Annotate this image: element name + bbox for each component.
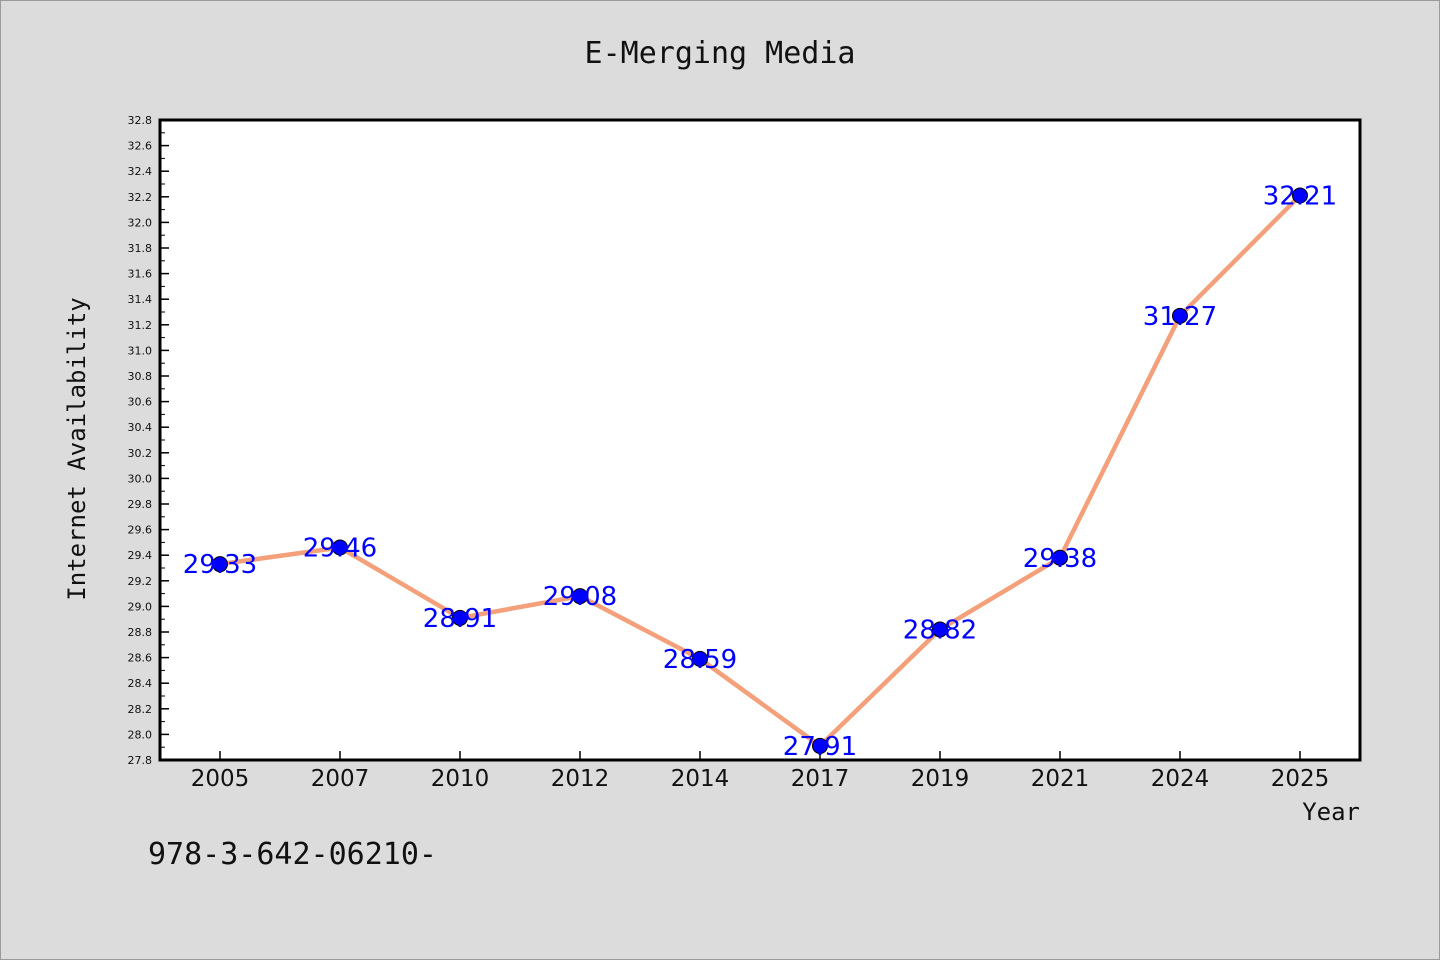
data-point (692, 650, 708, 667)
y-tick-label: 31.0 (128, 344, 153, 357)
data-point (332, 539, 348, 556)
y-tick-label: 32.6 (128, 140, 153, 153)
y-tick-label: 29.0 (128, 600, 153, 613)
y-tick-label: 30.4 (128, 421, 153, 434)
data-label: 32.21 (1263, 182, 1337, 212)
y-tick-label: 29.4 (128, 549, 153, 562)
plot-area (158, 118, 1362, 762)
y-tick-label: 29.8 (128, 498, 153, 511)
data-label: 31.27 (1143, 302, 1217, 332)
x-tick-label: 2025 (1271, 766, 1330, 792)
series-group (212, 187, 1308, 754)
y-tick-label: 32.4 (128, 165, 153, 178)
data-label: 29.46 (303, 534, 377, 564)
data-label: 27.91 (783, 732, 857, 762)
y-tick-label: 31.6 (128, 268, 153, 281)
y-tick-label: 31.4 (128, 293, 153, 306)
data-point (932, 621, 948, 638)
y-tick-label: 27.8 (128, 754, 153, 767)
x-tick-label: 2014 (671, 766, 730, 792)
data-label: 28.59 (663, 645, 737, 675)
y-tick-label: 28.8 (128, 626, 153, 639)
y-tick-label: 28.2 (128, 703, 153, 716)
data-labels-group: 29.33 29.46 28.91 29.08 28.59 27.91 28.82 29.38… (183, 182, 1337, 762)
data-point (812, 737, 828, 754)
y-tick-label: 28.0 (128, 728, 153, 741)
data-label: 28.91 (423, 604, 497, 634)
x-tick-label: 2010 (431, 766, 490, 792)
y-tick-label: 30.6 (128, 396, 153, 409)
x-tick-label: 2007 (311, 766, 370, 792)
y-tick-label: 30.8 (128, 370, 153, 383)
data-label: 28.82 (903, 615, 977, 645)
y-tick-label: 32.8 (128, 114, 153, 127)
y-axis-ticks: 27.8 28.0 28.2 28.4 28.6 28.8 29.0 29.2 29.4 29.6… (128, 114, 169, 767)
y-tick-label: 29.6 (128, 524, 153, 537)
x-axis-label: Year (1302, 798, 1360, 826)
x-tick-label: 2012 (551, 766, 610, 792)
y-tick-label: 32.2 (128, 191, 153, 204)
chart-title: E-Merging Media (585, 36, 856, 71)
x-tick-label: 2005 (191, 766, 250, 792)
footnote-isbn: 978-3-642-06210- (148, 837, 437, 872)
data-label: 29.38 (1023, 544, 1097, 574)
x-axis-ticks: 2005 2007 2010 2012 2014 2017 2019 2021 2024 2025 (191, 751, 1330, 792)
data-point (1052, 549, 1068, 566)
data-point (1292, 187, 1308, 204)
data-point (572, 588, 588, 605)
y-tick-label: 32.0 (128, 216, 153, 229)
y-tick-label: 31.8 (128, 242, 153, 255)
data-point (452, 609, 468, 626)
y-tick-label: 30.2 (128, 447, 153, 460)
y-tick-label: 28.4 (128, 677, 153, 690)
data-label: 29.33 (183, 550, 257, 580)
data-point (1172, 307, 1188, 324)
data-point (212, 556, 228, 573)
y-tick-label: 31.2 (128, 319, 153, 332)
x-tick-label: 2021 (1031, 766, 1090, 792)
x-tick-label: 2024 (1151, 766, 1210, 792)
series-line (217, 193, 1303, 749)
y-tick-label: 28.6 (128, 652, 153, 665)
x-tick-label: 2017 (791, 766, 850, 792)
y-tick-label: 29.2 (128, 575, 153, 588)
y-tick-label: 30.0 (128, 472, 153, 485)
y-axis-label: Internet Availability (63, 297, 91, 600)
x-tick-label: 2019 (911, 766, 970, 792)
data-label: 29.08 (543, 582, 617, 612)
